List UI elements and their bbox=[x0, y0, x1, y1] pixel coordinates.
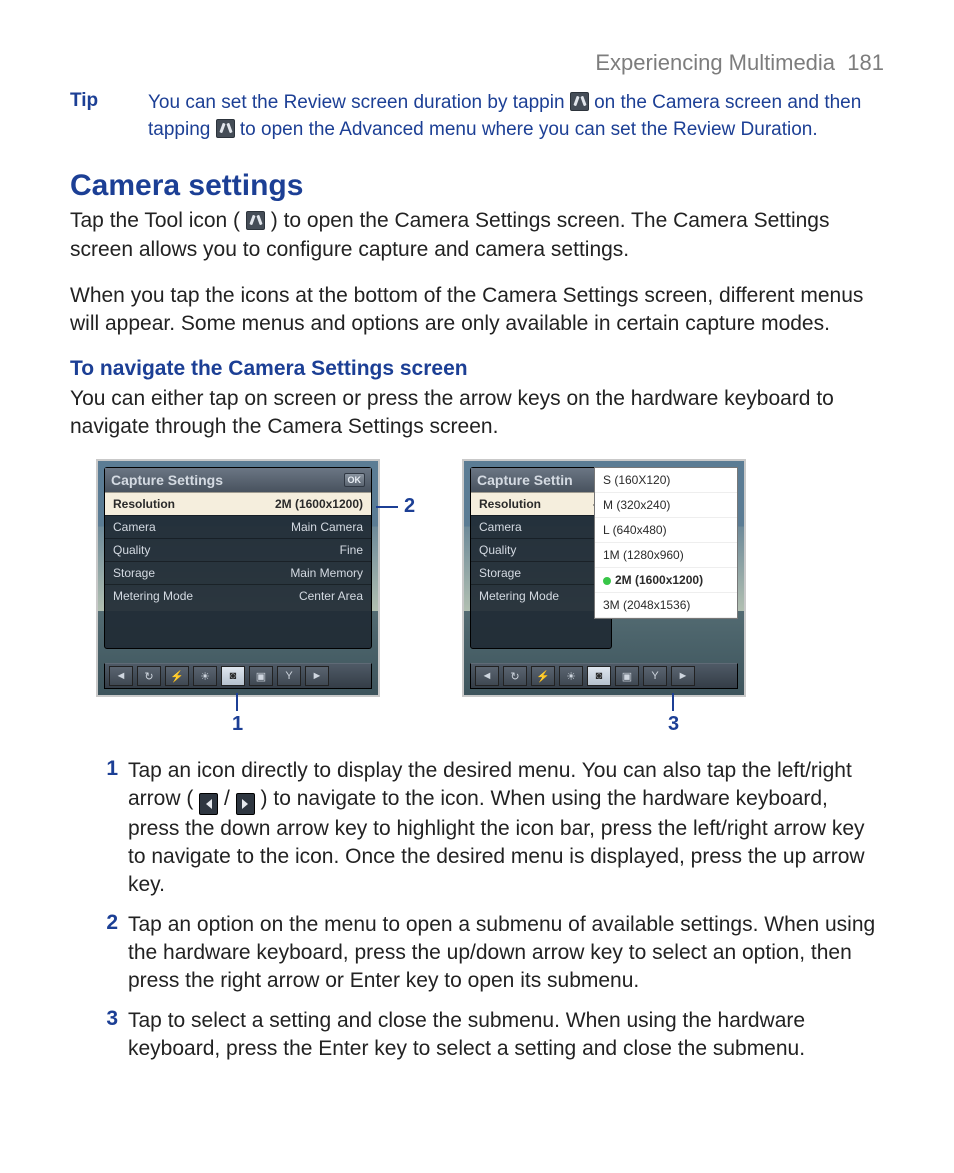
tool-icon[interactable]: Y bbox=[643, 666, 667, 686]
settings-icon-bar[interactable]: ◄ ↻ ⚡ ☀ ◙ ▣ Y ► bbox=[104, 663, 372, 689]
settings-row[interactable]: Quality bbox=[471, 538, 611, 561]
paragraph: When you tap the icons at the bottom of … bbox=[70, 282, 884, 339]
panel-header: Capture Settings OK bbox=[105, 468, 371, 492]
heading-camera-settings: Camera settings bbox=[70, 169, 884, 203]
settings-row[interactable]: QualityFine bbox=[105, 538, 371, 561]
settings-panel: Capture Settings OK Resolution2M (1600x1… bbox=[104, 467, 372, 649]
screenshot-capture-settings: Capture Settings OK Resolution2M (1600x1… bbox=[96, 459, 380, 697]
tool-icon bbox=[246, 211, 265, 230]
settings-row[interactable]: Metering ModeCenter Area bbox=[105, 584, 371, 607]
tip-block: Tip You can set the Review screen durati… bbox=[70, 90, 884, 143]
page-number: 181 bbox=[847, 50, 884, 75]
panel-title: Capture Settin bbox=[477, 472, 573, 488]
flash-icon[interactable]: ⚡ bbox=[165, 666, 189, 686]
settings-row[interactable]: Camera bbox=[471, 515, 611, 538]
subheading-navigate: To navigate the Camera Settings screen bbox=[70, 357, 884, 381]
step-number: 3 bbox=[82, 1007, 128, 1063]
paragraph: You can either tap on screen or press th… bbox=[70, 385, 884, 442]
tool-icon[interactable]: Y bbox=[277, 666, 301, 686]
popup-item[interactable]: L (640x480) bbox=[595, 518, 737, 543]
flash-icon[interactable]: ⚡ bbox=[531, 666, 555, 686]
brightness-icon[interactable]: ☀ bbox=[193, 666, 217, 686]
callout-1: 1 bbox=[232, 713, 243, 736]
arrow-right-icon[interactable]: ► bbox=[305, 666, 329, 686]
reload-icon[interactable]: ↻ bbox=[503, 666, 527, 686]
brightness-icon[interactable]: ☀ bbox=[559, 666, 583, 686]
arrow-right-icon bbox=[236, 793, 255, 815]
step-number: 2 bbox=[82, 911, 128, 995]
tool-icon bbox=[570, 92, 589, 111]
step-text: Tap an option on the menu to open a subm… bbox=[128, 911, 884, 995]
reload-icon[interactable]: ↻ bbox=[137, 666, 161, 686]
arrow-left-icon[interactable]: ◄ bbox=[109, 666, 133, 686]
tool-icon bbox=[216, 119, 235, 138]
popup-item[interactable]: M (320x240) bbox=[595, 493, 737, 518]
arrow-left-icon bbox=[199, 793, 218, 815]
settings-row[interactable]: CameraMain Camera bbox=[105, 515, 371, 538]
popup-item[interactable]: 1M (1280x960) bbox=[595, 543, 737, 568]
settings-icon-bar[interactable]: ◄ ↻ ⚡ ☀ ◙ ▣ Y ► bbox=[470, 663, 738, 689]
paragraph: Tap the Tool icon ( ) to open the Camera… bbox=[70, 207, 884, 264]
callout-2: 2 bbox=[404, 495, 415, 518]
tip-body: You can set the Review screen duration b… bbox=[148, 90, 884, 143]
steps-list: 1 Tap an icon directly to display the de… bbox=[70, 757, 884, 1062]
settings-row[interactable]: Storage bbox=[471, 561, 611, 584]
capture-settings-icon[interactable]: ◙ bbox=[587, 666, 611, 686]
screenshot-resolution-popup: Capture Settin ResolutionCameraQualitySt… bbox=[462, 459, 746, 697]
screenshots-area: Capture Settings OK Resolution2M (1600x1… bbox=[96, 459, 884, 749]
page-header: Experiencing Multimedia 181 bbox=[70, 50, 884, 76]
settings-row[interactable]: StorageMain Memory bbox=[105, 561, 371, 584]
tip-label: Tip bbox=[70, 90, 148, 143]
list-item: 3 Tap to select a setting and close the … bbox=[82, 1007, 884, 1063]
step-number: 1 bbox=[82, 757, 128, 899]
arrow-right-icon[interactable]: ► bbox=[671, 666, 695, 686]
step-text: Tap to select a setting and close the su… bbox=[128, 1007, 884, 1063]
arrow-left-icon[interactable]: ◄ bbox=[475, 666, 499, 686]
settings-row[interactable]: Metering Mode bbox=[471, 584, 611, 607]
popup-item[interactable]: 3M (2048x1536) bbox=[595, 593, 737, 618]
settings-row[interactable]: Resolution bbox=[471, 492, 611, 515]
step-text: Tap an icon directly to display the desi… bbox=[128, 757, 884, 899]
resolution-popup[interactable]: S (160X120)M (320x240)L (640x480)1M (128… bbox=[594, 467, 738, 619]
settings-row[interactable]: Resolution2M (1600x1200) bbox=[105, 492, 371, 515]
popup-item[interactable]: 2M (1600x1200) bbox=[595, 568, 737, 593]
callout-3: 3 bbox=[668, 713, 679, 736]
camera-icon[interactable]: ▣ bbox=[615, 666, 639, 686]
section-name: Experiencing Multimedia bbox=[595, 50, 835, 75]
list-item: 2 Tap an option on the menu to open a su… bbox=[82, 911, 884, 995]
settings-panel: Capture Settin ResolutionCameraQualitySt… bbox=[470, 467, 612, 649]
panel-header: Capture Settin bbox=[471, 468, 611, 492]
popup-item[interactable]: S (160X120) bbox=[595, 468, 737, 493]
list-item: 1 Tap an icon directly to display the de… bbox=[82, 757, 884, 899]
panel-title: Capture Settings bbox=[111, 472, 223, 488]
ok-button[interactable]: OK bbox=[344, 473, 366, 487]
capture-settings-icon[interactable]: ◙ bbox=[221, 666, 245, 686]
manual-page: Experiencing Multimedia 181 Tip You can … bbox=[0, 0, 954, 1173]
camera-icon[interactable]: ▣ bbox=[249, 666, 273, 686]
